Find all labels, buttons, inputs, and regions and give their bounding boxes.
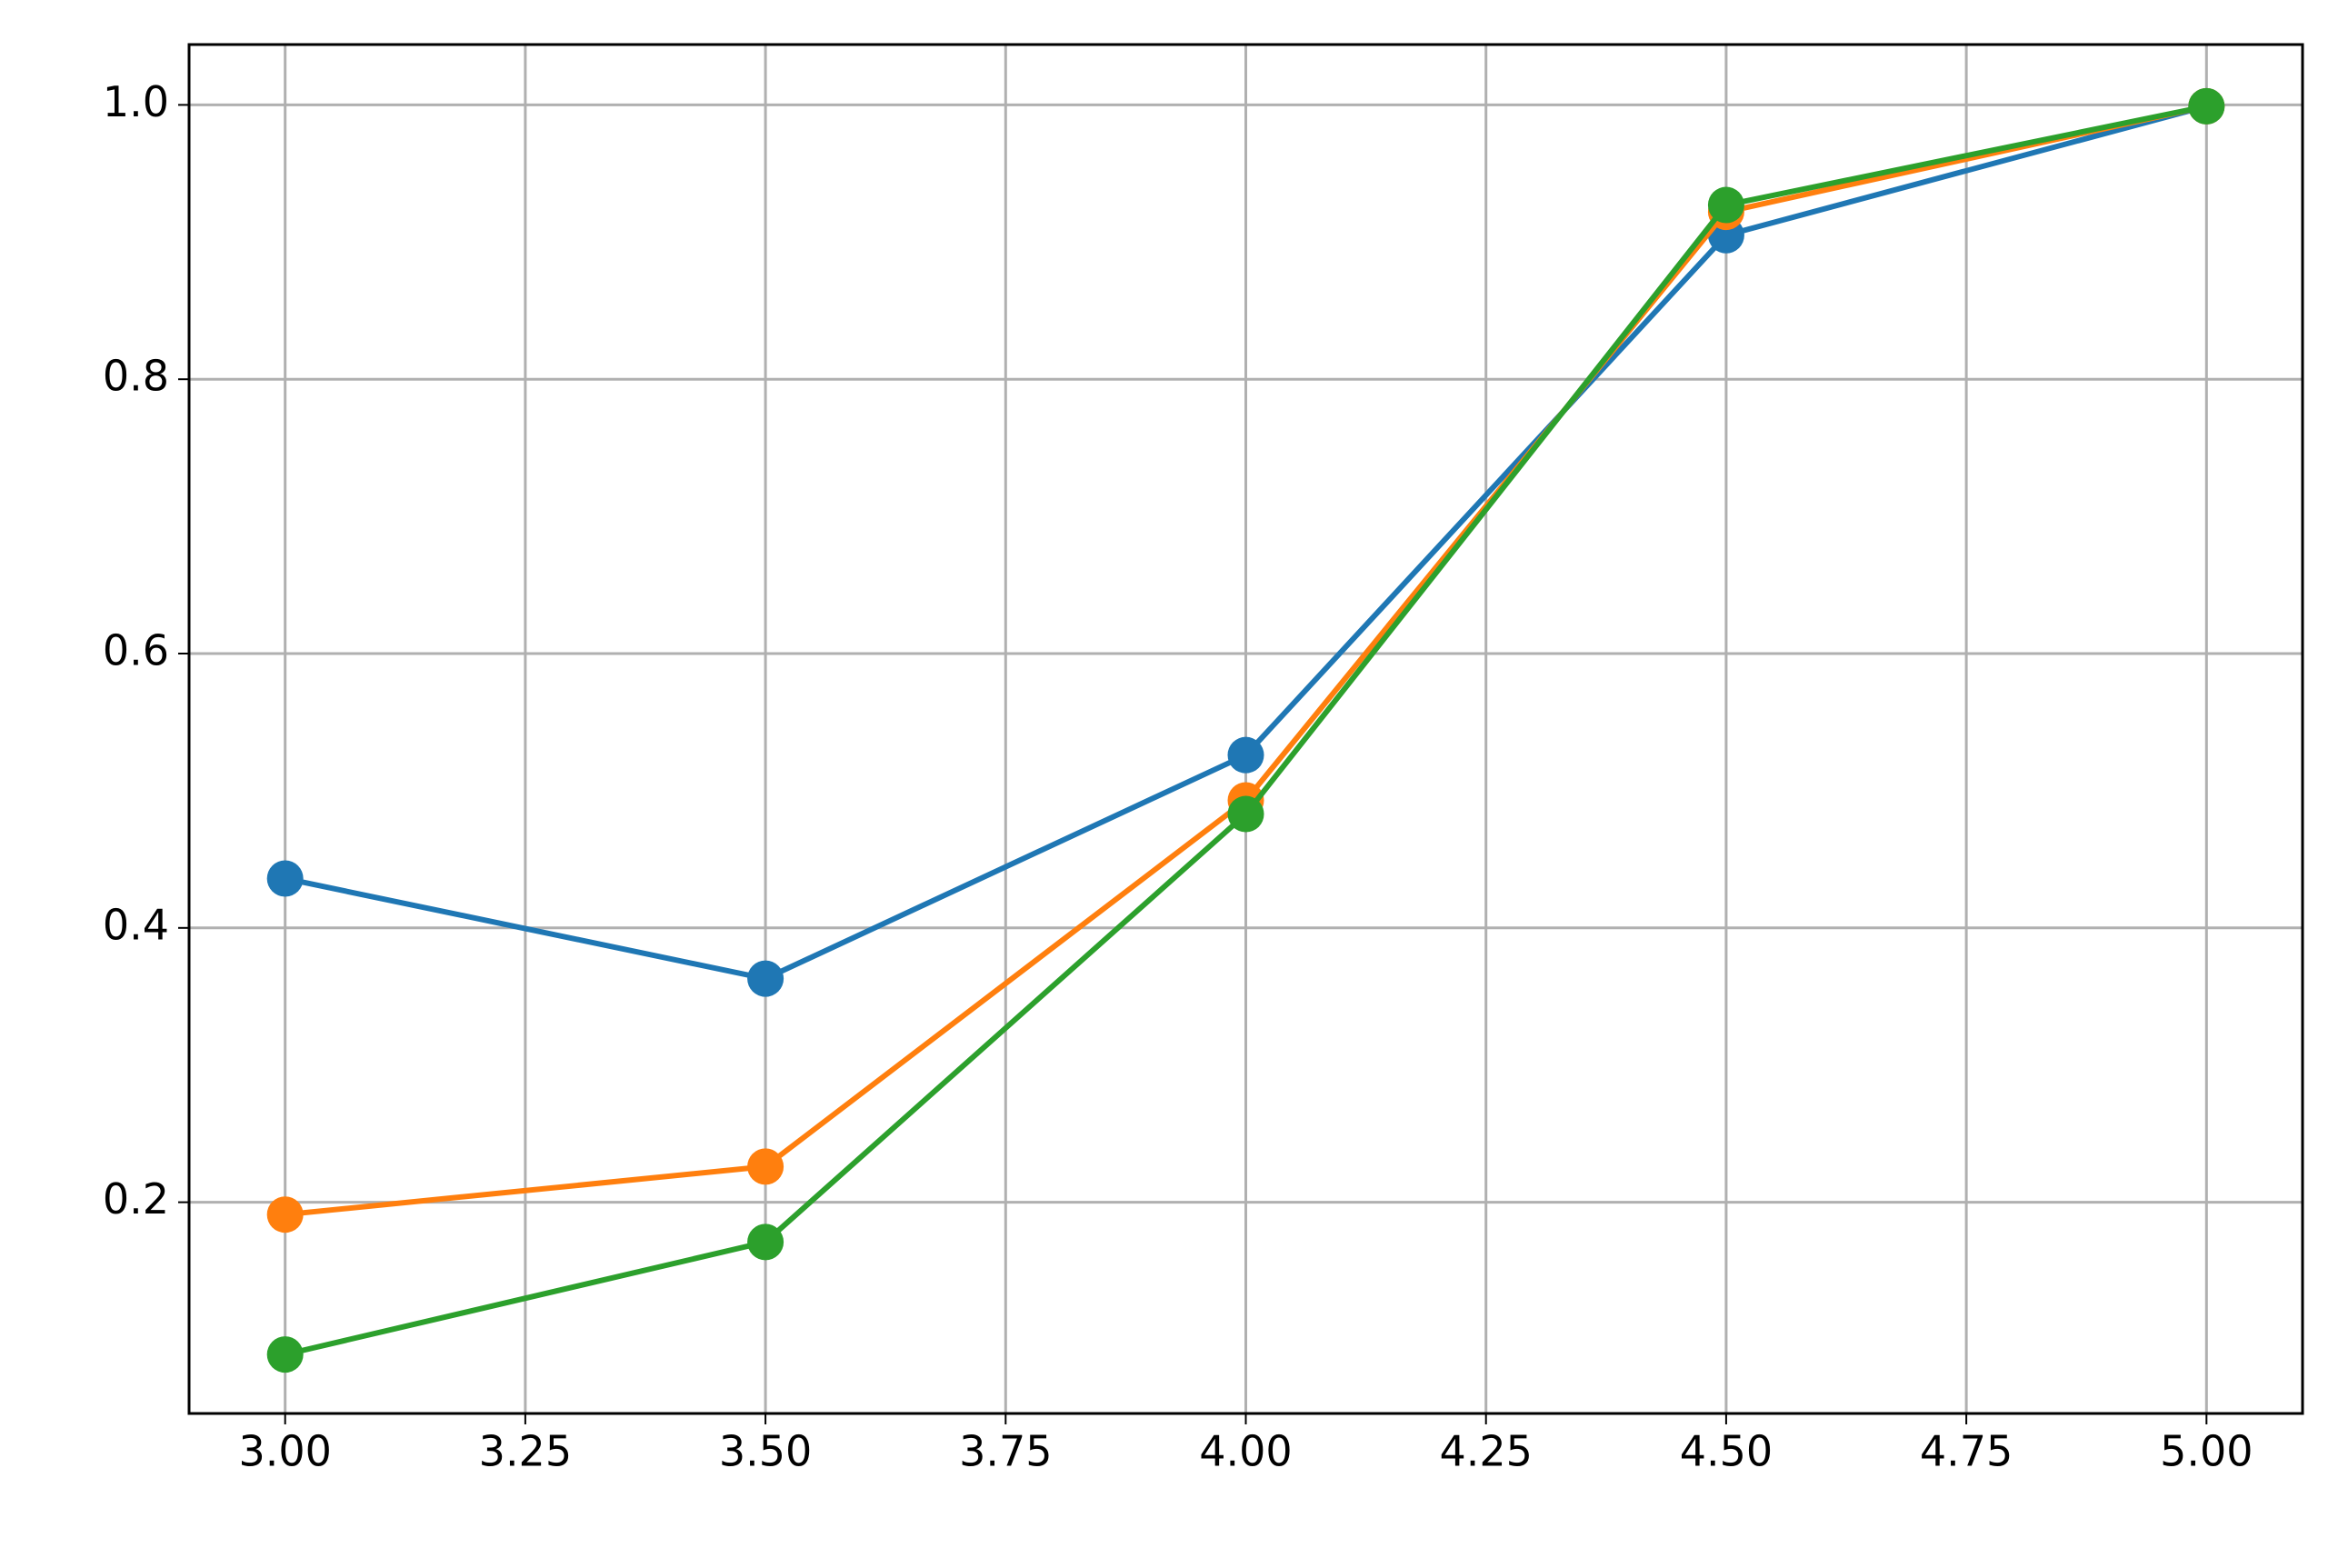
point [747,1148,784,1185]
x-tick-label: 4.75 [1920,1427,2013,1476]
x-tick-label: 3.00 [238,1427,331,1476]
x-tick-label: 5.00 [2160,1427,2253,1476]
x-tick-label: 4.25 [1439,1427,1532,1476]
x-tick-label: 3.50 [719,1427,812,1476]
x-tick-label: 4.00 [1199,1427,1292,1476]
x-tick-label: 3.25 [479,1427,572,1476]
point [747,1223,784,1261]
x-tick-label: 3.75 [959,1427,1052,1476]
y-tick-label: 0.6 [103,626,169,675]
point [1707,186,1744,224]
point [266,860,304,897]
plot-frame [187,43,2304,1415]
y-tick-label: 1.0 [103,77,169,126]
y-tick-label: 0.8 [103,352,169,401]
x-tick-label: 4.50 [1680,1427,1773,1476]
point [2188,87,2225,125]
y-tick-label: 0.2 [103,1174,169,1223]
point [1227,795,1264,833]
y-tick-label: 0.4 [103,900,169,949]
point [266,1196,304,1233]
point [1227,736,1264,774]
point [747,960,784,997]
point [266,1336,304,1373]
